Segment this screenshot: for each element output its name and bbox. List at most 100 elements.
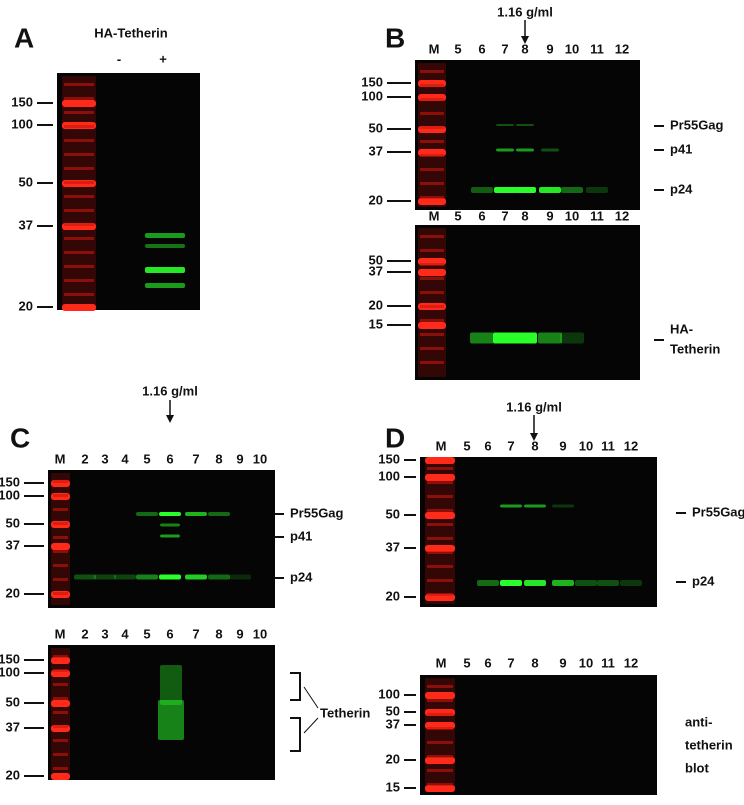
marker-label: 150 [0, 474, 20, 489]
green-band [94, 574, 116, 580]
ladder-faint [420, 305, 444, 308]
marker-label: 50 [369, 120, 383, 135]
marker-label: 50 [6, 694, 20, 709]
green-band [538, 332, 562, 344]
green-band [524, 580, 546, 586]
ladder-faint [427, 523, 453, 526]
ladder-faint [64, 279, 94, 282]
green-band [513, 332, 537, 344]
lane-label: - [117, 51, 121, 66]
green-band [586, 187, 608, 193]
green-band [560, 332, 584, 344]
lane-label: M [55, 626, 66, 641]
ladder-faint [64, 265, 94, 268]
green-band [552, 504, 574, 508]
lane-label: 7 [192, 626, 199, 641]
ladder-faint [53, 683, 68, 686]
green-band [145, 244, 185, 248]
panel-letter: B [385, 22, 405, 53]
ladder-band [418, 198, 446, 205]
green-band [477, 580, 499, 586]
ladder-faint [53, 767, 68, 770]
green-band [159, 512, 181, 516]
green-band [160, 523, 180, 527]
lane-label: 8 [531, 438, 538, 453]
ladder-faint [420, 249, 444, 252]
marker-label: 150 [0, 651, 20, 666]
panel-letter: C [10, 422, 30, 453]
lane-label: 8 [215, 626, 222, 641]
lane-label: 11 [601, 655, 615, 670]
lane-label: 10 [565, 208, 579, 223]
ladder-faint [427, 551, 453, 554]
marker-label: 150 [361, 74, 383, 89]
ladder-band [425, 457, 455, 464]
lane-label: 9 [236, 451, 243, 466]
green-band [229, 574, 251, 580]
band-label: Tetherin [320, 705, 370, 720]
band-label: HA- [670, 321, 693, 336]
lane-label: 12 [624, 438, 638, 453]
ladder-faint [53, 655, 68, 658]
green-band [145, 267, 185, 273]
lane-label: 11 [590, 208, 604, 223]
ladder-faint [427, 509, 453, 512]
green-band [185, 574, 207, 580]
ladder-band [425, 692, 455, 699]
ladder-faint [64, 195, 94, 198]
blot-note: anti- [685, 714, 712, 729]
lane-label: 5 [463, 655, 470, 670]
ladder-faint [53, 697, 68, 700]
lane-label: 11 [601, 438, 615, 453]
lane-label: 10 [579, 438, 593, 453]
ladder-faint [427, 579, 453, 582]
blot-image [415, 60, 640, 210]
lane-label: 7 [501, 208, 508, 223]
green-band [158, 700, 184, 740]
blot-image [420, 675, 657, 795]
ladder-faint [64, 125, 94, 128]
ladder-faint [420, 140, 444, 143]
band-label: p24 [670, 181, 693, 196]
ladder-faint [420, 112, 444, 115]
lane-label: M [429, 208, 440, 223]
lane-label: 11 [590, 41, 604, 56]
marker-label: 37 [386, 539, 400, 554]
lane-label: 4 [121, 626, 129, 641]
ladder-faint [420, 126, 444, 129]
band-label: Tetherin [670, 341, 720, 356]
green-band [496, 124, 514, 126]
lane-label: 9 [546, 41, 553, 56]
ladder-faint [420, 168, 444, 171]
ladder-faint [53, 508, 68, 511]
lane-label: + [159, 51, 167, 66]
lane-label: 10 [565, 41, 579, 56]
ladder-faint [53, 494, 68, 497]
green-band [114, 574, 136, 580]
ladder-faint [53, 739, 68, 742]
ladder-faint [53, 753, 68, 756]
green-band [493, 332, 517, 344]
marker-label: 150 [11, 94, 33, 109]
lane-label: 6 [166, 451, 173, 466]
green-band [471, 187, 493, 193]
ladder-faint [53, 711, 68, 714]
ladder-faint [64, 181, 94, 184]
lane-label: 6 [478, 208, 485, 223]
lane-label: 3 [101, 451, 108, 466]
marker-label: 15 [386, 779, 400, 794]
lane-label: 5 [454, 208, 461, 223]
ladder-faint [64, 209, 94, 212]
ladder-faint [420, 182, 444, 185]
green-band [500, 504, 522, 508]
lane-label: 6 [166, 626, 173, 641]
lane-label: 8 [521, 208, 528, 223]
green-band [524, 504, 546, 508]
green-band [552, 580, 574, 586]
marker-label: 100 [11, 116, 33, 131]
lane-label: 6 [478, 41, 485, 56]
marker-label: 37 [6, 537, 20, 552]
ladder-faint [420, 70, 444, 73]
ladder-faint [427, 699, 453, 702]
ladder-faint [64, 153, 94, 156]
